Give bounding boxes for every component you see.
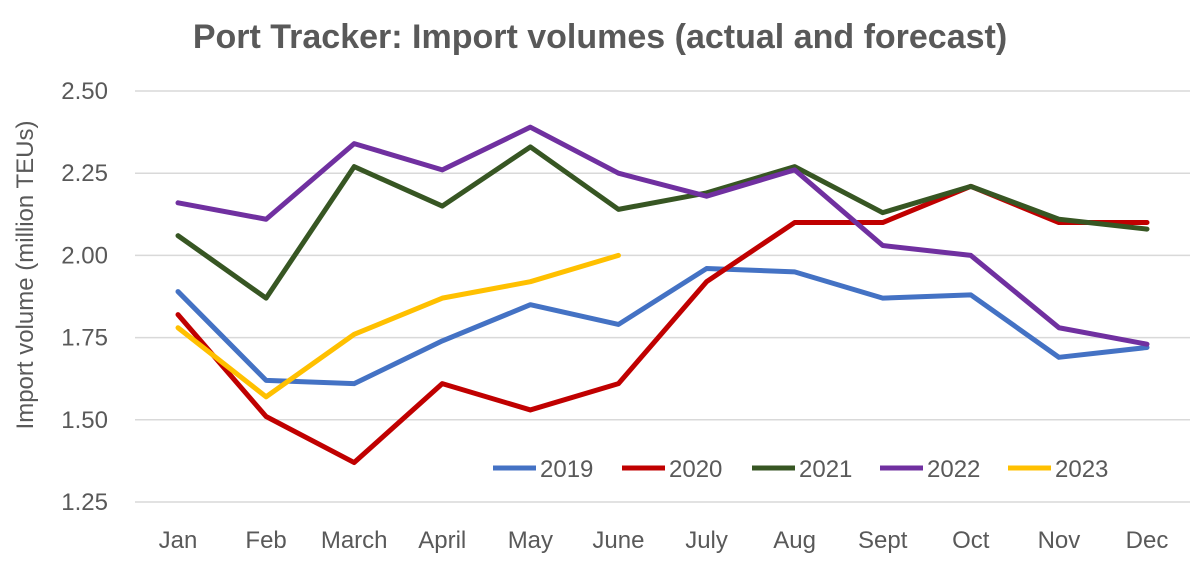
y-tick-label: 1.75 <box>61 325 108 352</box>
x-tick-label: July <box>685 527 728 554</box>
x-tick-label: Sept <box>858 527 908 554</box>
legend-label: 2021 <box>799 456 852 483</box>
x-tick-label: March <box>321 527 388 554</box>
legend: 2019 2020 2021 2022 2023 <box>493 456 1108 483</box>
series-line-2020 <box>175 183 1150 466</box>
legend-label: 2022 <box>927 456 980 483</box>
series-line-2021 <box>175 144 1150 301</box>
x-tick-label: Feb <box>245 527 286 554</box>
series-line-2023 <box>175 252 621 400</box>
x-tick-label: April <box>418 527 466 554</box>
y-tick-label: 1.50 <box>61 407 108 434</box>
legend-item-2022: 2022 <box>880 456 980 483</box>
series-line-2022 <box>175 124 1150 347</box>
y-axis-label: Import volume (million TEUs) <box>12 121 39 430</box>
x-tick-label: Dec <box>1126 527 1169 554</box>
chart-title: Port Tracker: Import volumes (actual and… <box>193 18 1007 56</box>
legend-item-2021: 2021 <box>752 456 852 483</box>
series-line-2019 <box>175 266 1150 387</box>
y-tick-label: 2.50 <box>61 78 108 105</box>
series-lines <box>175 124 1150 466</box>
x-tick-label: Nov <box>1038 527 1081 554</box>
legend-label: 2019 <box>540 456 593 483</box>
x-tick-label: Aug <box>773 527 816 554</box>
legend-item-2019: 2019 <box>493 456 593 483</box>
legend-item-2023: 2023 <box>1008 456 1108 483</box>
legend-item-2020: 2020 <box>622 456 722 483</box>
legend-label: 2023 <box>1055 456 1108 483</box>
gridlines <box>135 90 1190 503</box>
legend-label: 2020 <box>669 456 722 483</box>
y-tick-label: 2.25 <box>61 160 108 187</box>
y-axis-ticks: 1.25 1.50 1.75 2.00 2.25 2.50 <box>61 78 108 516</box>
x-tick-label: Jan <box>159 527 198 554</box>
y-tick-label: 2.00 <box>61 242 108 269</box>
x-tick-label: June <box>592 527 644 554</box>
x-axis-ticks: Jan Feb March April May June July Aug Sept Oct Nov… <box>159 527 1169 554</box>
y-tick-label: 1.25 <box>61 489 108 516</box>
x-tick-label: May <box>508 527 553 554</box>
x-tick-label: Oct <box>952 527 990 554</box>
